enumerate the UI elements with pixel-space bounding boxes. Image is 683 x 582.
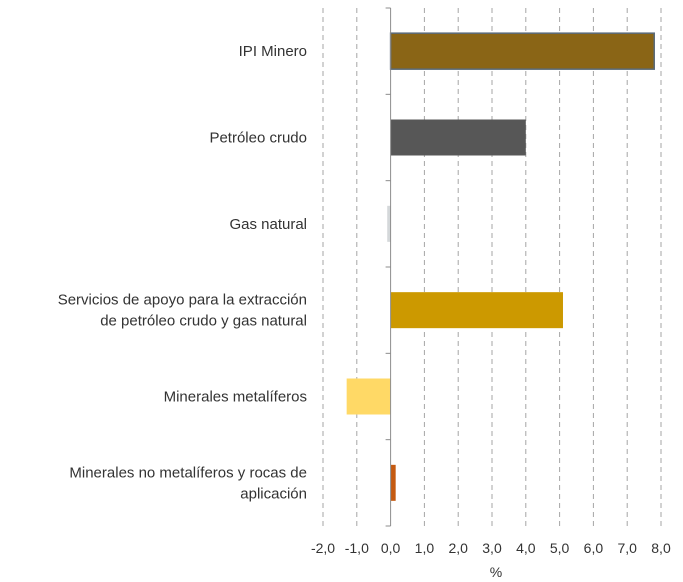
gridlines [322, 8, 662, 526]
bar [346, 378, 391, 415]
bar [390, 119, 526, 156]
x-tick-label: 0,0 [381, 540, 401, 556]
x-tick-label: 2,0 [448, 540, 468, 556]
category-label: Servicios de apoyo para la extracción [58, 292, 307, 309]
bar [389, 32, 655, 70]
x-tick-label: 3,0 [482, 540, 502, 556]
x-tick-labels: -2,0 -1,0 0,0 1,0 2,0 3,0 4,0 5,0 6,0 7,0 8,0 [311, 540, 671, 556]
category-label: IPI Minero [239, 43, 307, 60]
x-tick-label: 1,0 [415, 540, 435, 556]
category-label: Petróleo crudo [209, 130, 307, 147]
category-label: aplicación [240, 485, 307, 502]
category-label: de petróleo crudo y gas natural [100, 313, 307, 330]
bar [390, 292, 563, 329]
category-label: Minerales metalíferos [164, 389, 307, 406]
x-tick-label: -1,0 [345, 540, 369, 556]
category-axis [385, 7, 392, 527]
category-label: Minerales no metalíferos y rocas de [69, 464, 307, 481]
x-tick-label: 6,0 [584, 540, 604, 556]
x-tick-label: 4,0 [516, 540, 536, 556]
x-axis-title: % [490, 564, 502, 580]
x-tick-label: 7,0 [617, 540, 637, 556]
x-tick-label: -2,0 [311, 540, 335, 556]
bars [346, 32, 655, 501]
bar [387, 205, 391, 242]
x-tick-label: 8,0 [651, 540, 671, 556]
bar [390, 464, 396, 501]
x-tick-label: 5,0 [550, 540, 570, 556]
category-label: Gas natural [229, 216, 307, 233]
category-labels: IPI Minero Petróleo crudo Gas natural Servi… [58, 43, 307, 502]
